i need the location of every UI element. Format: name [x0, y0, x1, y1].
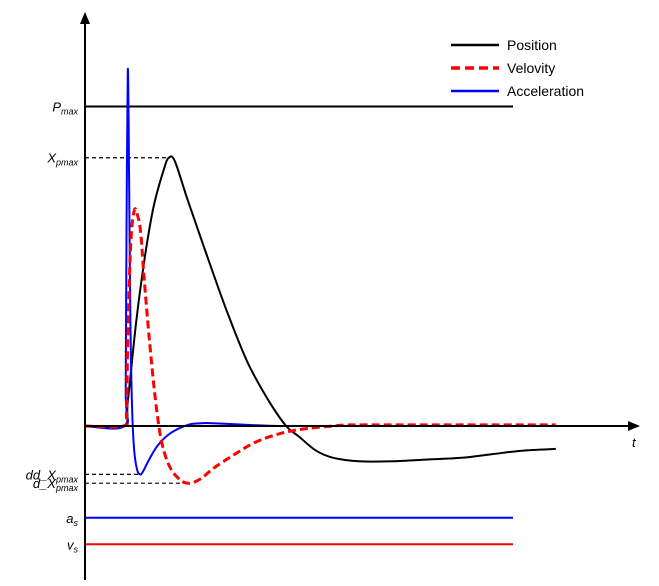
a-s-label-base: a: [66, 511, 73, 526]
dd-x-pmax-label-subscript: pmax: [55, 474, 79, 484]
p-max-label-subscript: max: [61, 107, 79, 117]
series-position-line: [84, 155, 556, 463]
p-max-label: Pmax: [52, 100, 78, 117]
legend-label-acceleration: Acceleration: [507, 83, 584, 99]
a-s-label: as: [66, 511, 78, 528]
v-s-label-base: v: [67, 537, 75, 552]
p-max-label-base: P: [52, 100, 61, 115]
x-pmax-label: Xpmax: [46, 151, 78, 168]
d-x-pmax-label-base: d_X: [33, 476, 57, 491]
legend: Position Velovity Acceleration: [451, 37, 584, 99]
x-pmax-label-base: X: [46, 151, 57, 166]
reference-lines: [85, 105, 513, 546]
legend-label-position: Position: [507, 37, 557, 53]
x-axis-label: t: [632, 435, 637, 450]
series-lines: [84, 67, 556, 485]
series-acceleration-line: [84, 67, 300, 476]
x-axis-arrow: [628, 421, 640, 431]
d-x-pmax-label-subscript: pmax: [55, 483, 79, 493]
y-axis-arrow: [80, 12, 90, 24]
a-s-label-subscript: s: [74, 518, 79, 528]
v-s-label-subscript: s: [74, 544, 79, 554]
v-s-label: vs: [67, 537, 79, 554]
dd-x-pmax-label: dd_Xpmax: [26, 467, 79, 484]
series-velovity-line: [84, 207, 556, 485]
legend-label-velovity: Velovity: [507, 60, 555, 76]
d-x-pmax-label: d_Xpmax: [33, 476, 79, 493]
dd-x-pmax-label-base: dd_X: [26, 467, 58, 482]
x-pmax-label-subscript: pmax: [55, 158, 79, 168]
axes: t: [80, 12, 640, 580]
